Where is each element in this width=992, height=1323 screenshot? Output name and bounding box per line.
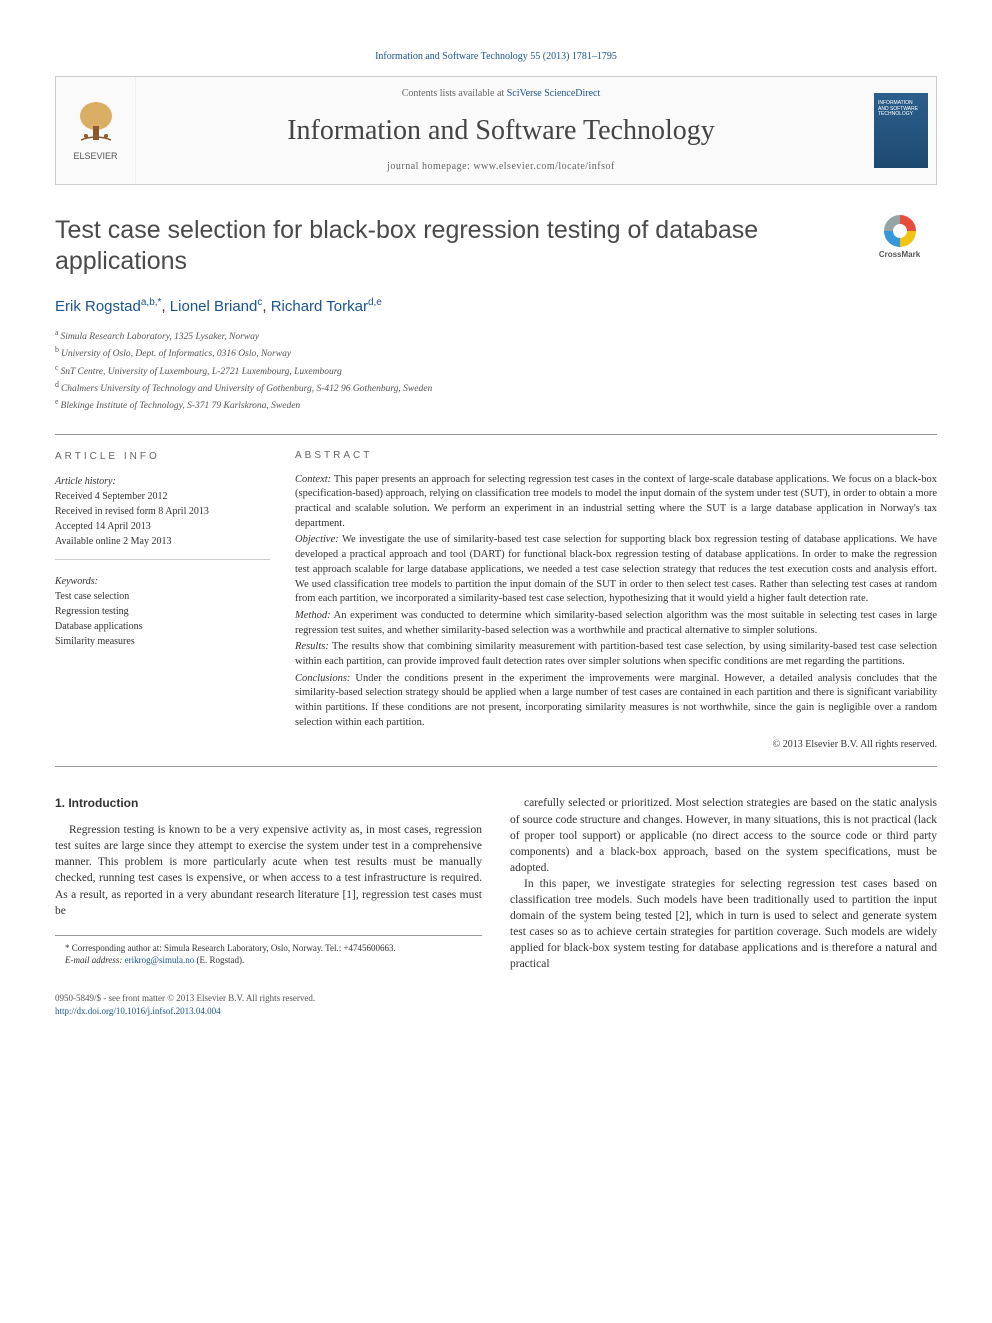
results-text: The results show that combining similari…: [295, 641, 937, 667]
results-label: Results:: [295, 641, 329, 652]
objective-label: Objective:: [295, 534, 339, 545]
keyword-1: Test case selection: [55, 589, 270, 604]
email-author: (E. Rogstad).: [196, 955, 244, 965]
corresponding-author: * Corresponding author at: Simula Resear…: [55, 942, 482, 955]
journal-header-box: ELSEVIER Contents lists available at Sci…: [55, 76, 937, 185]
crossmark-badge[interactable]: CrossMark: [862, 215, 937, 260]
body-paragraph-2: carefully selected or prioritized. Most …: [510, 795, 937, 875]
abstract-heading: ABSTRACT: [295, 449, 937, 463]
abstract-conclusions: Conclusions: Under the conditions presen…: [295, 672, 937, 731]
aff-b-text: University of Oslo, Dept. of Informatics…: [61, 349, 291, 359]
method-text: An experiment was conducted to determine…: [295, 610, 937, 636]
context-label: Context:: [295, 474, 331, 485]
keywords-block: Keywords: Test case selection Regression…: [55, 574, 270, 649]
doi-link[interactable]: http://dx.doi.org/10.1016/j.infsof.2013.…: [55, 1006, 221, 1016]
body-paragraph-1: Regression testing is known to be a very…: [55, 822, 482, 919]
section-1-heading: 1. Introduction: [55, 795, 482, 812]
article-info-column: ARTICLE INFO Article history: Received 4…: [55, 449, 270, 753]
aff-a-text: Simula Research Laboratory, 1325 Lysaker…: [61, 332, 260, 342]
aff-d-text: Chalmers University of Technology and Un…: [61, 384, 432, 394]
aff-d-sup: d: [55, 380, 59, 389]
abstract-objective: Objective: We investigate the use of sim…: [295, 533, 937, 606]
keyword-3: Database applications: [55, 619, 270, 634]
sciencedirect-link[interactable]: SciVerse ScienceDirect: [507, 88, 601, 99]
method-label: Method:: [295, 610, 331, 621]
cover-image-text: INFORMATION AND SOFTWARE TECHNOLOGY: [878, 101, 924, 118]
history-received: Received 4 September 2012: [55, 489, 270, 504]
body-paragraph-3: In this paper, we investigate strategies…: [510, 876, 937, 973]
affiliation-b: bUniversity of Oslo, Dept. of Informatic…: [55, 344, 937, 361]
history-accepted: Accepted 14 April 2013: [55, 519, 270, 534]
article-history-block: Article history: Received 4 September 20…: [55, 474, 270, 560]
history-label: Article history:: [55, 474, 270, 489]
homepage-url[interactable]: www.elsevier.com/locate/infsof: [473, 161, 615, 172]
page-footer: 0950-5849/$ - see front matter © 2013 El…: [55, 992, 937, 1017]
affiliation-a: aSimula Research Laboratory, 1325 Lysake…: [55, 327, 937, 344]
abstract-copyright: © 2013 Elsevier B.V. All rights reserved…: [295, 738, 937, 752]
author-1[interactable]: Erik Rogstad: [55, 298, 141, 315]
abstract-column: ABSTRACT Context: This paper presents an…: [295, 449, 937, 753]
affiliation-e: eBlekinge Institute of Technology, S-371…: [55, 396, 937, 413]
conclusions-text: Under the conditions present in the expe…: [295, 673, 937, 728]
objective-text: We investigate the use of similarity-bas…: [295, 534, 937, 604]
aff-e-text: Blekinge Institute of Technology, S-371 …: [61, 401, 301, 411]
crossmark-label: CrossMark: [879, 249, 920, 260]
email-label: E-mail address:: [65, 955, 122, 965]
contents-line: Contents lists available at SciVerse Sci…: [156, 87, 846, 101]
aff-e-sup: e: [55, 397, 59, 406]
footnote-block: * Corresponding author at: Simula Resear…: [55, 935, 482, 967]
abstract-context: Context: This paper presents an approach…: [295, 473, 937, 532]
aff-c-text: SnT Centre, University of Luxembourg, L-…: [61, 367, 342, 377]
affiliation-d: dChalmers University of Technology and U…: [55, 379, 937, 396]
affiliation-c: cSnT Centre, University of Luxembourg, L…: [55, 362, 937, 379]
body-text: 1. Introduction Regression testing is kn…: [55, 795, 937, 972]
contents-prefix: Contents lists available at: [402, 88, 507, 99]
header-center: Contents lists available at SciVerse Sci…: [136, 77, 866, 184]
homepage-prefix: journal homepage:: [387, 161, 473, 172]
aff-a-sup: a: [55, 328, 59, 337]
keyword-2: Regression testing: [55, 604, 270, 619]
author-3-aff: d,e: [368, 297, 382, 308]
abstract-method: Method: An experiment was conducted to d…: [295, 609, 937, 638]
aff-b-sup: b: [55, 345, 59, 354]
elsevier-tree-icon: [71, 98, 121, 148]
email-link[interactable]: erikrog@simula.no: [125, 955, 195, 965]
history-revised: Received in revised form 8 April 2013: [55, 504, 270, 519]
aff-c-sup: c: [55, 363, 59, 372]
article-title: Test case selection for black-box regres…: [55, 215, 842, 278]
history-online: Available online 2 May 2013: [55, 534, 270, 549]
journal-reference: Information and Software Technology 55 (…: [55, 50, 937, 64]
journal-name: Information and Software Technology: [156, 111, 846, 150]
crossmark-icon: [884, 215, 916, 247]
keywords-label: Keywords:: [55, 574, 270, 589]
author-1-aff: a,b,*: [141, 297, 162, 308]
article-info-heading: ARTICLE INFO: [55, 449, 270, 464]
context-text: This paper presents an approach for sele…: [295, 474, 937, 529]
journal-homepage: journal homepage: www.elsevier.com/locat…: [156, 160, 846, 174]
publisher-logo: ELSEVIER: [56, 77, 136, 184]
keyword-4: Similarity measures: [55, 634, 270, 649]
email-line: E-mail address: erikrog@simula.no (E. Ro…: [55, 954, 482, 967]
cover-image: INFORMATION AND SOFTWARE TECHNOLOGY: [874, 93, 928, 168]
authors-line: Erik Rogstada,b,*, Lionel Briandc, Richa…: [55, 296, 937, 317]
footer-copyright: 0950-5849/$ - see front matter © 2013 El…: [55, 992, 937, 1005]
affiliations-block: aSimula Research Laboratory, 1325 Lysake…: [55, 327, 937, 414]
author-2-aff: c: [257, 297, 262, 308]
abstract-results: Results: The results show that combining…: [295, 640, 937, 669]
author-3[interactable]: Richard Torkar: [271, 298, 368, 315]
conclusions-label: Conclusions:: [295, 673, 350, 684]
journal-cover-thumbnail: INFORMATION AND SOFTWARE TECHNOLOGY: [866, 77, 936, 184]
publisher-name: ELSEVIER: [73, 150, 117, 163]
author-2[interactable]: Lionel Briand: [170, 298, 258, 315]
